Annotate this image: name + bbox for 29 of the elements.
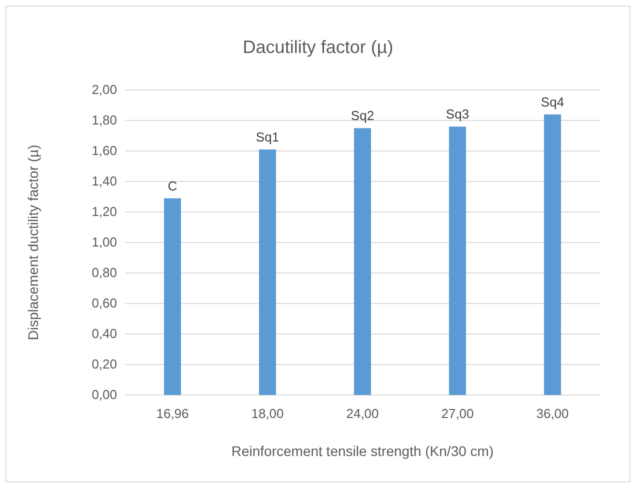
x-tick-label: 27,00 [441, 406, 474, 422]
y-tick-label: 1,40 [92, 174, 117, 189]
annotation: Sq3 [446, 106, 470, 122]
bar [544, 114, 561, 395]
annotation: C [168, 178, 178, 194]
y-tick-label: 1,20 [92, 204, 117, 220]
x-tick-label: 16,96 [156, 406, 189, 422]
y-tick-label: 0,20 [92, 356, 117, 372]
y-tick-label: 0,00 [92, 387, 117, 402]
x-tick-label: 24,00 [346, 406, 379, 422]
bar [259, 149, 276, 395]
y-tick-label: 1,60 [92, 143, 117, 158]
y-tick-label: 1,80 [92, 112, 117, 128]
chart-title: Dacutility factor (µ) [242, 37, 394, 57]
annotation: Sq1 [256, 129, 280, 144]
y-tick-label: 0,60 [92, 296, 117, 311]
x-axis-title: Reinforcement tensile strength (Kn/30 cm) [231, 443, 494, 459]
y-tick-label: 0,40 [92, 326, 117, 342]
bar [354, 128, 371, 395]
x-tick-label: 18,00 [251, 406, 284, 422]
annotation: Sq2 [350, 108, 374, 124]
bar [164, 198, 181, 395]
bar [449, 126, 466, 395]
annotation: Sq4 [540, 94, 564, 110]
y-tick-label: 2,00 [92, 82, 117, 98]
y-tick-label: 1,00 [92, 234, 117, 250]
y-tick-label: 0,80 [92, 265, 117, 280]
y-axis-title: Displacement ductility factor (µ) [25, 144, 41, 340]
x-tick-label: 36,00 [536, 406, 569, 422]
